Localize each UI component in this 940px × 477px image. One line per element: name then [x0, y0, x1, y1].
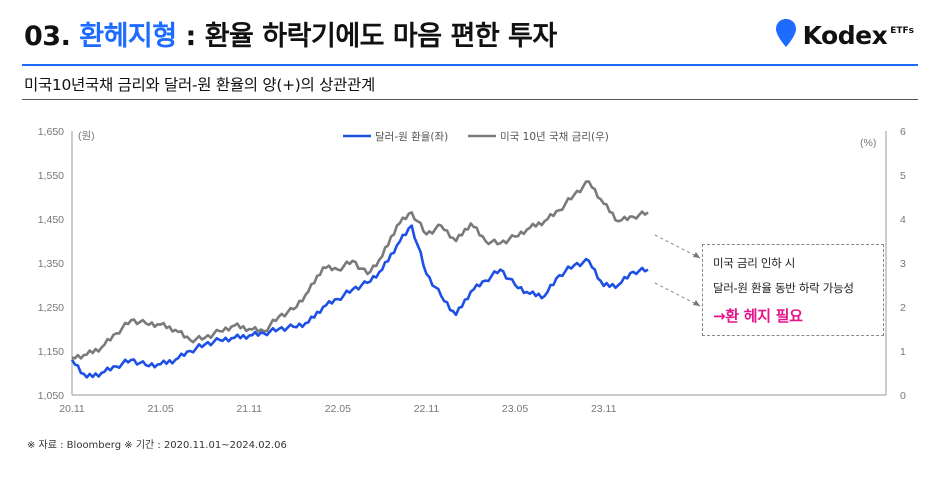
annotation-emphasis: →환 헤지 필요	[713, 307, 803, 325]
right-tick-label: 0	[900, 390, 906, 402]
left-tick-label: 1,150	[38, 346, 64, 358]
x-tick-label: 23.11	[591, 403, 617, 415]
kodex-logo: Kodex ETFs	[775, 18, 914, 48]
left-axis-ticks: 1,050 1,150 1,250 1,350 1,450 1,550 1,650	[38, 126, 64, 402]
series-line-usd-krw	[70, 224, 649, 379]
callout-connector-top	[654, 234, 701, 259]
legend-label-yield: 미국 10년 국채 금리(우)	[500, 131, 609, 143]
subtitle-divider	[22, 99, 918, 100]
title-rest: : 환율 하락기에도 마음 편한 투자	[176, 21, 558, 52]
x-axis-ticks: 20.11 21.05 21.11 22.05 22.11 23.05 23.11	[59, 403, 616, 415]
chart-axes	[71, 131, 887, 396]
left-axis-unit: (원)	[78, 130, 95, 142]
title-accent: 환헤지형	[79, 21, 177, 52]
header-divider	[22, 64, 918, 66]
left-tick-label: 1,050	[38, 390, 64, 402]
left-tick-label: 1,450	[38, 214, 64, 226]
annotation-line-1: 미국 금리 인하 시	[713, 256, 796, 270]
right-tick-label: 2	[900, 302, 906, 314]
left-tick-label: 1,650	[38, 126, 64, 138]
callout-arrow-top-icon	[693, 252, 700, 258]
x-tick-label: 22.11	[414, 403, 440, 415]
chart-legend: 달러-원 환율(좌) 미국 10년 국채 금리(우)	[343, 131, 609, 143]
logo-subtext: ETFs	[890, 26, 914, 36]
logo-text: Kodex	[802, 21, 888, 50]
location-pin-icon	[775, 19, 796, 47]
x-tick-label: 21.11	[236, 403, 262, 415]
annotation-line-2: 달러-원 환율 동반 하락 가능성	[713, 281, 854, 295]
right-tick-label: 3	[900, 258, 906, 270]
right-axis-unit: (%)	[860, 137, 876, 149]
x-tick-label: 21.05	[147, 403, 173, 415]
right-tick-label: 4	[900, 214, 906, 226]
left-tick-label: 1,550	[38, 170, 64, 182]
right-axis-ticks: 0 1 2 3 4 5 6	[900, 126, 906, 402]
left-tick-label: 1,250	[38, 302, 64, 314]
x-tick-label: 23.05	[502, 403, 528, 415]
right-tick-label: 5	[900, 170, 906, 182]
right-tick-label: 1	[900, 346, 906, 358]
right-tick-label: 6	[900, 126, 906, 138]
x-tick-label: 22.05	[325, 403, 351, 415]
left-tick-label: 1,350	[38, 258, 64, 270]
title-number: 03.	[24, 21, 71, 52]
callout-connector-bottom	[654, 282, 701, 307]
page-title: 03. 환헤지형 : 환율 하락기에도 마음 편한 투자	[24, 14, 557, 53]
source-footnote: ※ 자료 : Bloomberg ※ 기간 : 2020.11.01~2024.…	[27, 440, 287, 451]
legend-label-fx: 달러-원 환율(좌)	[375, 131, 448, 143]
callout-arrow-bottom-icon	[693, 300, 700, 306]
chart-subtitle: 미국10년국채 금리와 달러-원 환율의 양(+)의 상관관계	[24, 76, 375, 94]
annotation-box: 미국 금리 인하 시 달러-원 환율 동반 하락 가능성 →환 헤지 필요	[702, 244, 884, 336]
series-line-us-10y-yield	[71, 180, 649, 360]
x-tick-label: 20.11	[59, 403, 85, 415]
